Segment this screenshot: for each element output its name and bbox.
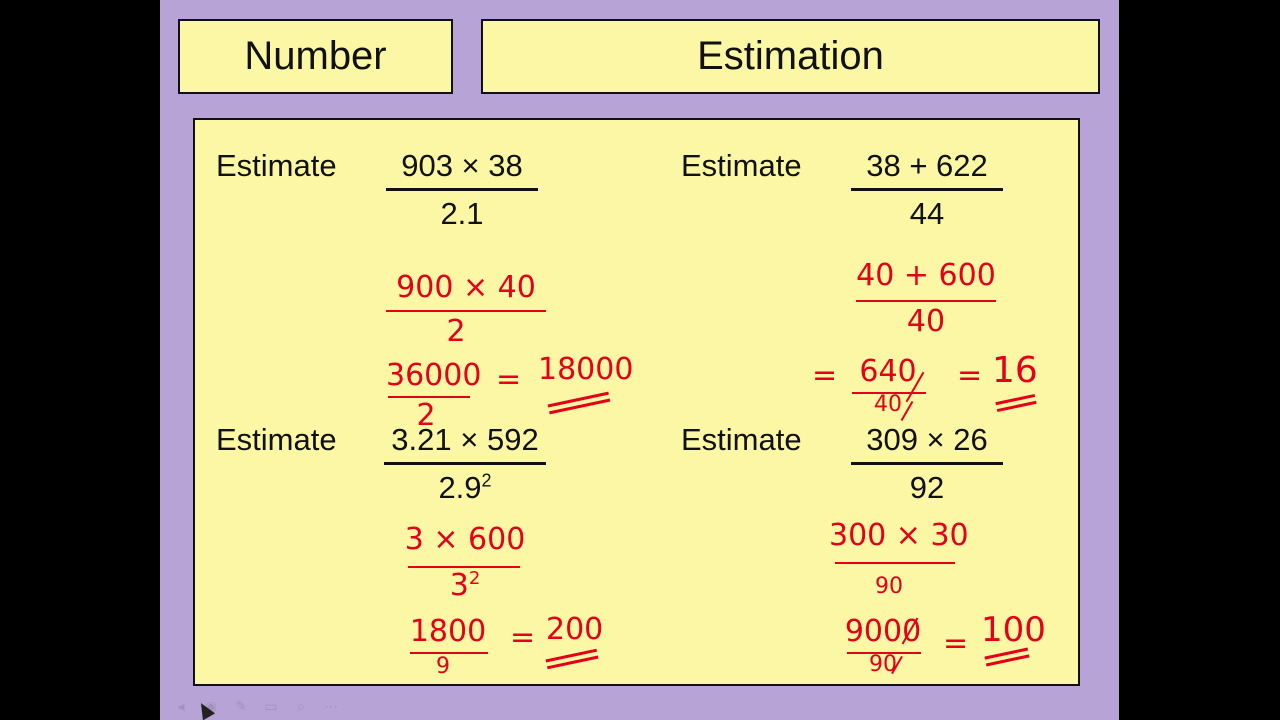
- question-label: Estimate: [681, 422, 802, 457]
- fraction-bar: [851, 462, 1003, 465]
- working-bar: [410, 652, 488, 654]
- working-step2-numerator: 36000: [386, 358, 482, 393]
- question-label: Estimate: [681, 148, 802, 183]
- working-equals: =: [510, 620, 536, 655]
- content-box: Estimate 903 × 38 2.1 900 × 40 2 36000 2…: [193, 118, 1080, 686]
- answer-underline: [995, 393, 1037, 413]
- working-bar: [388, 396, 470, 398]
- fraction-bar: [851, 188, 1003, 191]
- prev-icon[interactable]: ◂: [177, 698, 185, 714]
- working-bar: [386, 310, 546, 312]
- working-answer: 200: [546, 612, 604, 647]
- question-denominator: 2.1: [440, 196, 484, 231]
- working-step2-numerator: 640: [859, 354, 917, 389]
- fraction-bar: [384, 462, 546, 465]
- question-numerator: 3.21 × 592: [391, 422, 539, 457]
- denominator-exponent: 2: [481, 470, 492, 491]
- working-step2-denominator: 40: [874, 392, 902, 417]
- title-number: Number: [178, 19, 453, 94]
- working-bar: [835, 562, 955, 564]
- question-denominator: 44: [909, 196, 945, 231]
- working-step1-numerator: 300 × 30: [829, 518, 969, 553]
- working-step2-numerator: 9000: [844, 614, 922, 649]
- slide: Number Estimation Estimate 903 × 38 2.1 …: [160, 0, 1119, 720]
- working-bar: [852, 392, 926, 394]
- denominator-base: 2.9: [438, 470, 482, 505]
- working-step1-denominator: 2: [446, 314, 466, 349]
- more-icon[interactable]: ⋯: [324, 698, 338, 714]
- slideshow-toolbar: ◂ ◉ ✎ ▭ ⌕ ⋯: [172, 697, 340, 715]
- working-bar: [856, 300, 996, 302]
- working-step2-denominator: 9: [436, 654, 450, 679]
- working-answer: 100: [981, 610, 1046, 650]
- working-equals: =: [812, 358, 838, 393]
- question-numerator: 309 × 26: [866, 422, 988, 457]
- working-step2-denominator: 2: [416, 398, 436, 433]
- answer-underline: [984, 647, 1030, 667]
- denominator-base: 3: [449, 568, 469, 603]
- question-label: Estimate: [216, 422, 337, 457]
- question-denominator: 2.92: [384, 470, 546, 506]
- working-answer: 16: [992, 350, 1038, 391]
- play-icon[interactable]: ◉: [204, 698, 218, 714]
- question-label: Estimate: [216, 148, 337, 183]
- working-step2-denominator: 90: [869, 652, 897, 677]
- working-step1-numerator: 40 + 600: [856, 258, 996, 293]
- denominator-exponent: 2: [468, 568, 481, 589]
- fraction-bar: [386, 188, 538, 191]
- answer-underline: [545, 648, 599, 670]
- working-equals: =: [496, 362, 522, 397]
- pen-icon[interactable]: ✎: [235, 698, 247, 714]
- working-equals: =: [943, 626, 969, 661]
- working-answer: 18000: [538, 352, 634, 387]
- working-bar: [408, 566, 520, 568]
- working-step1-denominator: 32: [400, 568, 530, 603]
- working-bar: [847, 652, 921, 654]
- question-numerator: 38 + 622: [866, 148, 988, 183]
- question-numerator: 903 × 38: [401, 148, 523, 183]
- working-equals: =: [957, 358, 983, 393]
- title-estimation: Estimation: [481, 19, 1100, 94]
- question-denominator: 92: [909, 470, 945, 505]
- working-step1-denominator: 40: [906, 304, 946, 339]
- slides-icon[interactable]: ▭: [264, 698, 278, 714]
- working-step1-numerator: 900 × 40: [396, 270, 536, 305]
- working-step1-denominator: 90: [875, 574, 903, 599]
- zoom-icon[interactable]: ⌕: [297, 698, 305, 714]
- working-step1-numerator: 3 × 600: [404, 522, 526, 557]
- working-step2-numerator: 1800: [409, 614, 487, 649]
- answer-underline: [547, 391, 611, 415]
